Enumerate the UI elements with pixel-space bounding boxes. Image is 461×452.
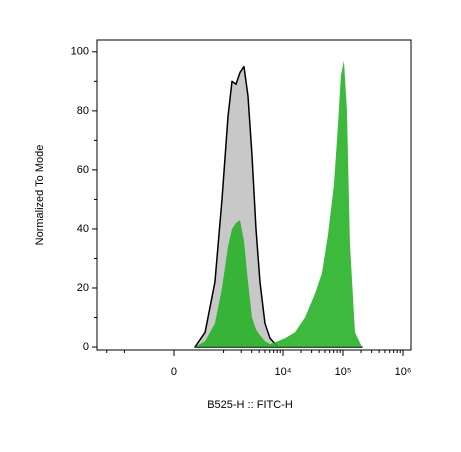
y-tick-label: 100 <box>71 46 89 58</box>
plot-frame <box>96 39 412 351</box>
y-tick-label: 60 <box>77 164 89 176</box>
y-tick-label: 20 <box>77 282 89 294</box>
histogram-area <box>194 60 362 348</box>
y-tick-label: 0 <box>83 341 89 353</box>
x-tick-label: 10⁵ <box>335 366 352 378</box>
y-tick-label: 40 <box>77 223 89 235</box>
x-tick-label: 10⁴ <box>275 366 292 378</box>
x-axis-label: B525-H :: FITC-H <box>207 399 293 411</box>
x-tick-label: 0 <box>171 366 177 378</box>
y-axis-label: Normalized To Mode <box>34 145 46 246</box>
x-tick-label: 10⁶ <box>395 366 412 378</box>
y-tick-label: 80 <box>77 105 89 117</box>
